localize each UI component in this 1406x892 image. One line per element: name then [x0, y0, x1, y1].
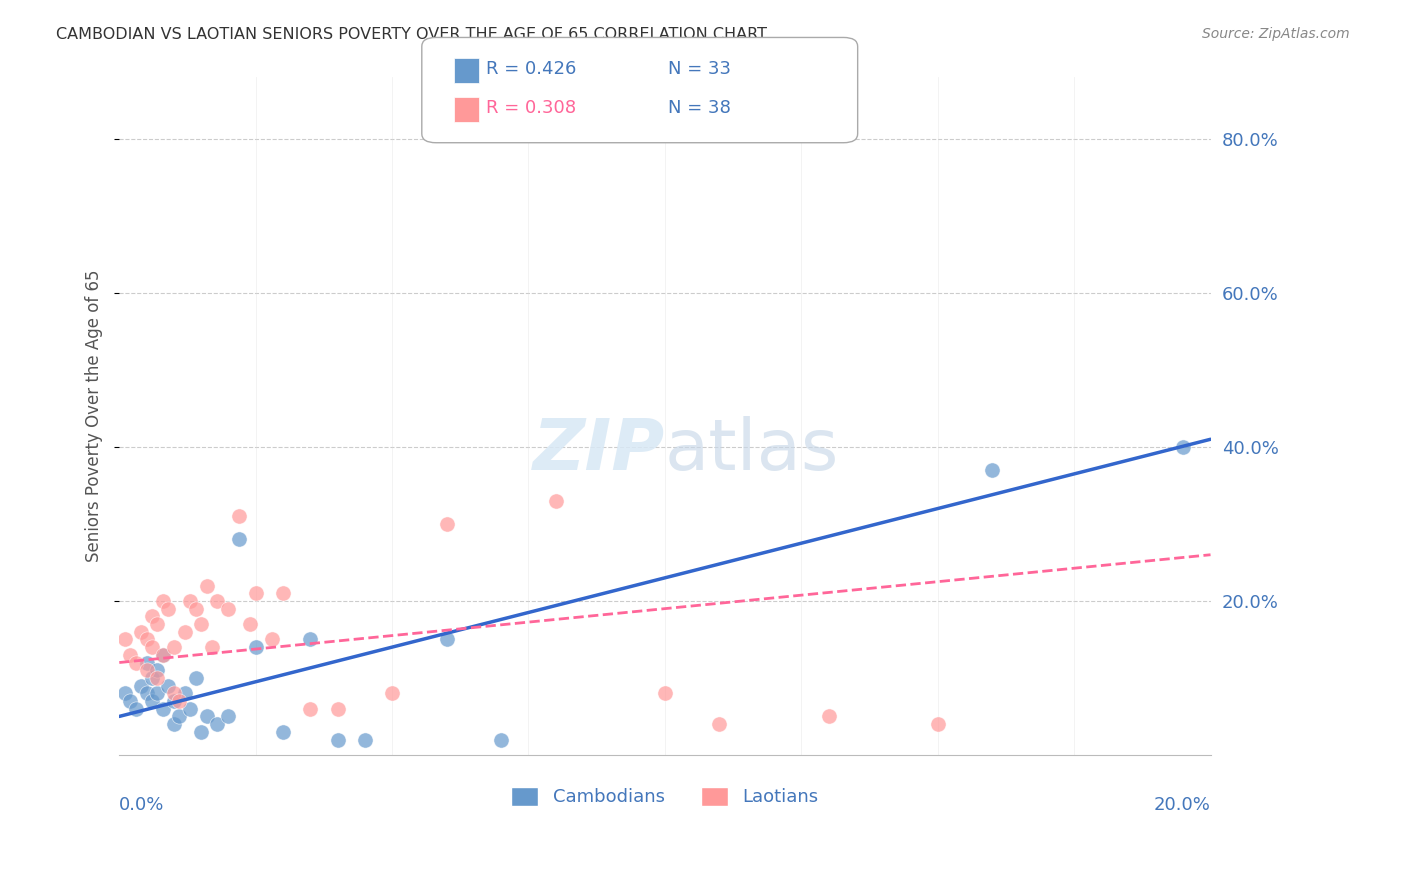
Point [141, 694, 163, 708]
Point [201, 640, 224, 654]
Point [135, 686, 157, 700]
Point [179, 702, 201, 716]
Point [169, 694, 191, 708]
Point [195, 578, 218, 592]
Point [135, 663, 157, 677]
Text: Source: ZipAtlas.com: Source: ZipAtlas.com [1202, 27, 1350, 41]
Legend: Cambodians, Laotians: Cambodians, Laotians [503, 780, 825, 814]
Text: R = 0.426: R = 0.426 [486, 60, 576, 78]
Text: atlas: atlas [665, 416, 839, 484]
Point [120, 648, 142, 662]
Point [163, 694, 186, 708]
Point [654, 686, 676, 700]
Text: ZIP: ZIP [533, 416, 665, 484]
Point [436, 632, 458, 647]
Point [245, 640, 267, 654]
Point [129, 679, 152, 693]
Point [120, 694, 142, 708]
Point [326, 702, 349, 716]
Point [184, 671, 207, 685]
Y-axis label: Seniors Poverty Over the Age of 65: Seniors Poverty Over the Age of 65 [86, 270, 103, 563]
Point [152, 648, 174, 662]
Point [271, 724, 294, 739]
Point [709, 717, 731, 731]
Point [157, 679, 180, 693]
Text: N = 33: N = 33 [668, 60, 731, 78]
Text: 20.0%: 20.0% [1154, 796, 1211, 814]
Text: 0.0%: 0.0% [120, 796, 165, 814]
Point [124, 702, 146, 716]
Point [207, 717, 229, 731]
Point [163, 686, 186, 700]
Point [299, 702, 322, 716]
Point [195, 709, 218, 723]
Point [173, 686, 195, 700]
Point [146, 686, 169, 700]
Point [544, 493, 567, 508]
Point [157, 601, 180, 615]
Point [489, 732, 512, 747]
Text: CAMBODIAN VS LAOTIAN SENIORS POVERTY OVER THE AGE OF 65 CORRELATION CHART: CAMBODIAN VS LAOTIAN SENIORS POVERTY OVE… [56, 27, 768, 42]
Point [239, 617, 262, 632]
Point [927, 717, 949, 731]
Point [163, 717, 186, 731]
Point [436, 516, 458, 531]
Point [190, 617, 212, 632]
Point [129, 624, 152, 639]
Point [179, 594, 201, 608]
Point [228, 509, 250, 524]
Point [260, 632, 283, 647]
Point [146, 663, 169, 677]
Point [207, 594, 229, 608]
Point [326, 732, 349, 747]
Point [141, 609, 163, 624]
Point [381, 686, 404, 700]
Point [228, 533, 250, 547]
Point [152, 594, 174, 608]
Point [141, 671, 163, 685]
Text: N = 38: N = 38 [668, 99, 731, 117]
Point [114, 686, 136, 700]
Point [217, 709, 239, 723]
Point [217, 601, 239, 615]
Point [245, 586, 267, 600]
Point [271, 586, 294, 600]
Point [190, 724, 212, 739]
Point [152, 648, 174, 662]
Point [163, 640, 186, 654]
Point [1173, 440, 1195, 454]
Point [124, 656, 146, 670]
Point [184, 601, 207, 615]
Point [299, 632, 322, 647]
Point [114, 632, 136, 647]
Text: R = 0.308: R = 0.308 [486, 99, 576, 117]
Point [173, 624, 195, 639]
Point [981, 463, 1004, 477]
Point [353, 732, 375, 747]
Point [146, 617, 169, 632]
Point [152, 702, 174, 716]
Point [141, 640, 163, 654]
Point [169, 709, 191, 723]
Point [817, 709, 839, 723]
Point [135, 656, 157, 670]
Point [135, 632, 157, 647]
Point [146, 671, 169, 685]
